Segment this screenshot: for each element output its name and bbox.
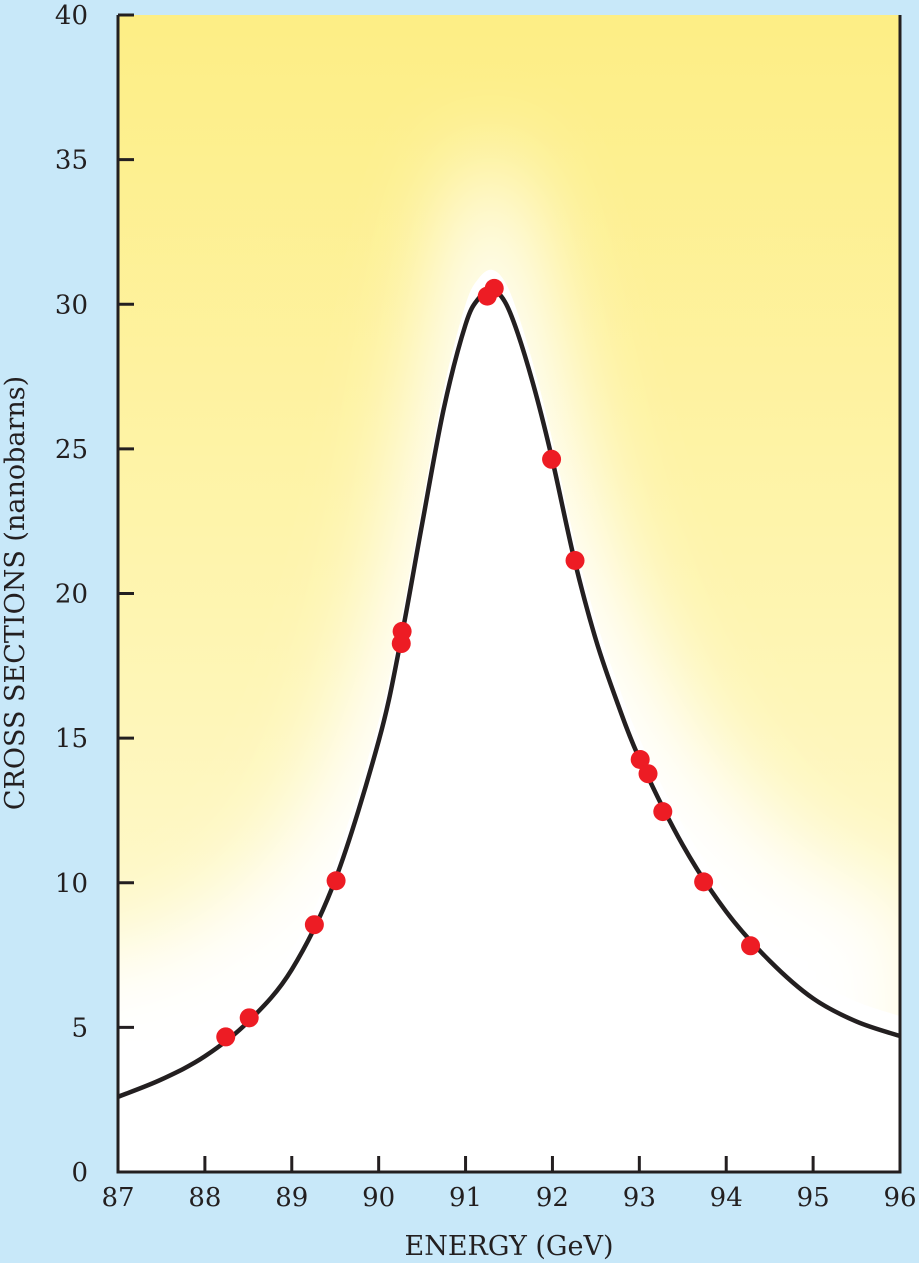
axes — [116, 13, 902, 1174]
y-tick-label: 10 — [55, 869, 88, 899]
x-tick-label: 90 — [362, 1183, 395, 1213]
y-tick-label: 0 — [71, 1158, 88, 1188]
x-tick-label: 95 — [797, 1183, 830, 1213]
y-tick-labels: 0 5 10 15 20 25 30 35 40 — [55, 1, 88, 1188]
y-tick-label: 5 — [71, 1013, 88, 1043]
x-tick-label: 93 — [623, 1183, 656, 1213]
data-point — [326, 871, 346, 891]
x-tick-label: 96 — [883, 1183, 916, 1213]
data-point — [216, 1027, 236, 1047]
x-tick-label: 91 — [449, 1183, 482, 1213]
data-point — [638, 764, 658, 784]
data-point — [484, 278, 504, 298]
data-point — [741, 936, 761, 956]
x-tick-label: 94 — [710, 1183, 743, 1213]
curve-glow-core — [118, 269, 900, 1172]
x-tick-label: 89 — [275, 1183, 308, 1213]
data-point — [565, 551, 585, 571]
data-point — [304, 915, 324, 935]
y-axis-label: CROSS SECTIONS (nanobarns) — [0, 376, 31, 810]
y-tick-label: 25 — [55, 435, 88, 465]
x-axis-label: ENERGY (GeV) — [405, 1231, 614, 1262]
data-point — [542, 449, 562, 469]
data-point — [694, 872, 714, 892]
x-tick-label: 92 — [536, 1183, 569, 1213]
x-tick-label: 87 — [101, 1183, 134, 1213]
data-point — [630, 750, 650, 770]
y-tick-label: 30 — [55, 290, 88, 320]
data-points — [216, 278, 761, 1047]
y-tick-label: 15 — [55, 724, 88, 754]
y-tick-label: 40 — [55, 1, 88, 31]
y-tick-label: 35 — [55, 146, 88, 176]
data-point — [392, 621, 412, 641]
x-tick-labels: 87 88 89 90 91 92 93 94 95 96 — [101, 1183, 916, 1213]
data-point — [239, 1008, 259, 1028]
x-tick-label: 88 — [188, 1183, 221, 1213]
data-point — [653, 802, 673, 822]
y-tick-label: 20 — [55, 580, 88, 610]
